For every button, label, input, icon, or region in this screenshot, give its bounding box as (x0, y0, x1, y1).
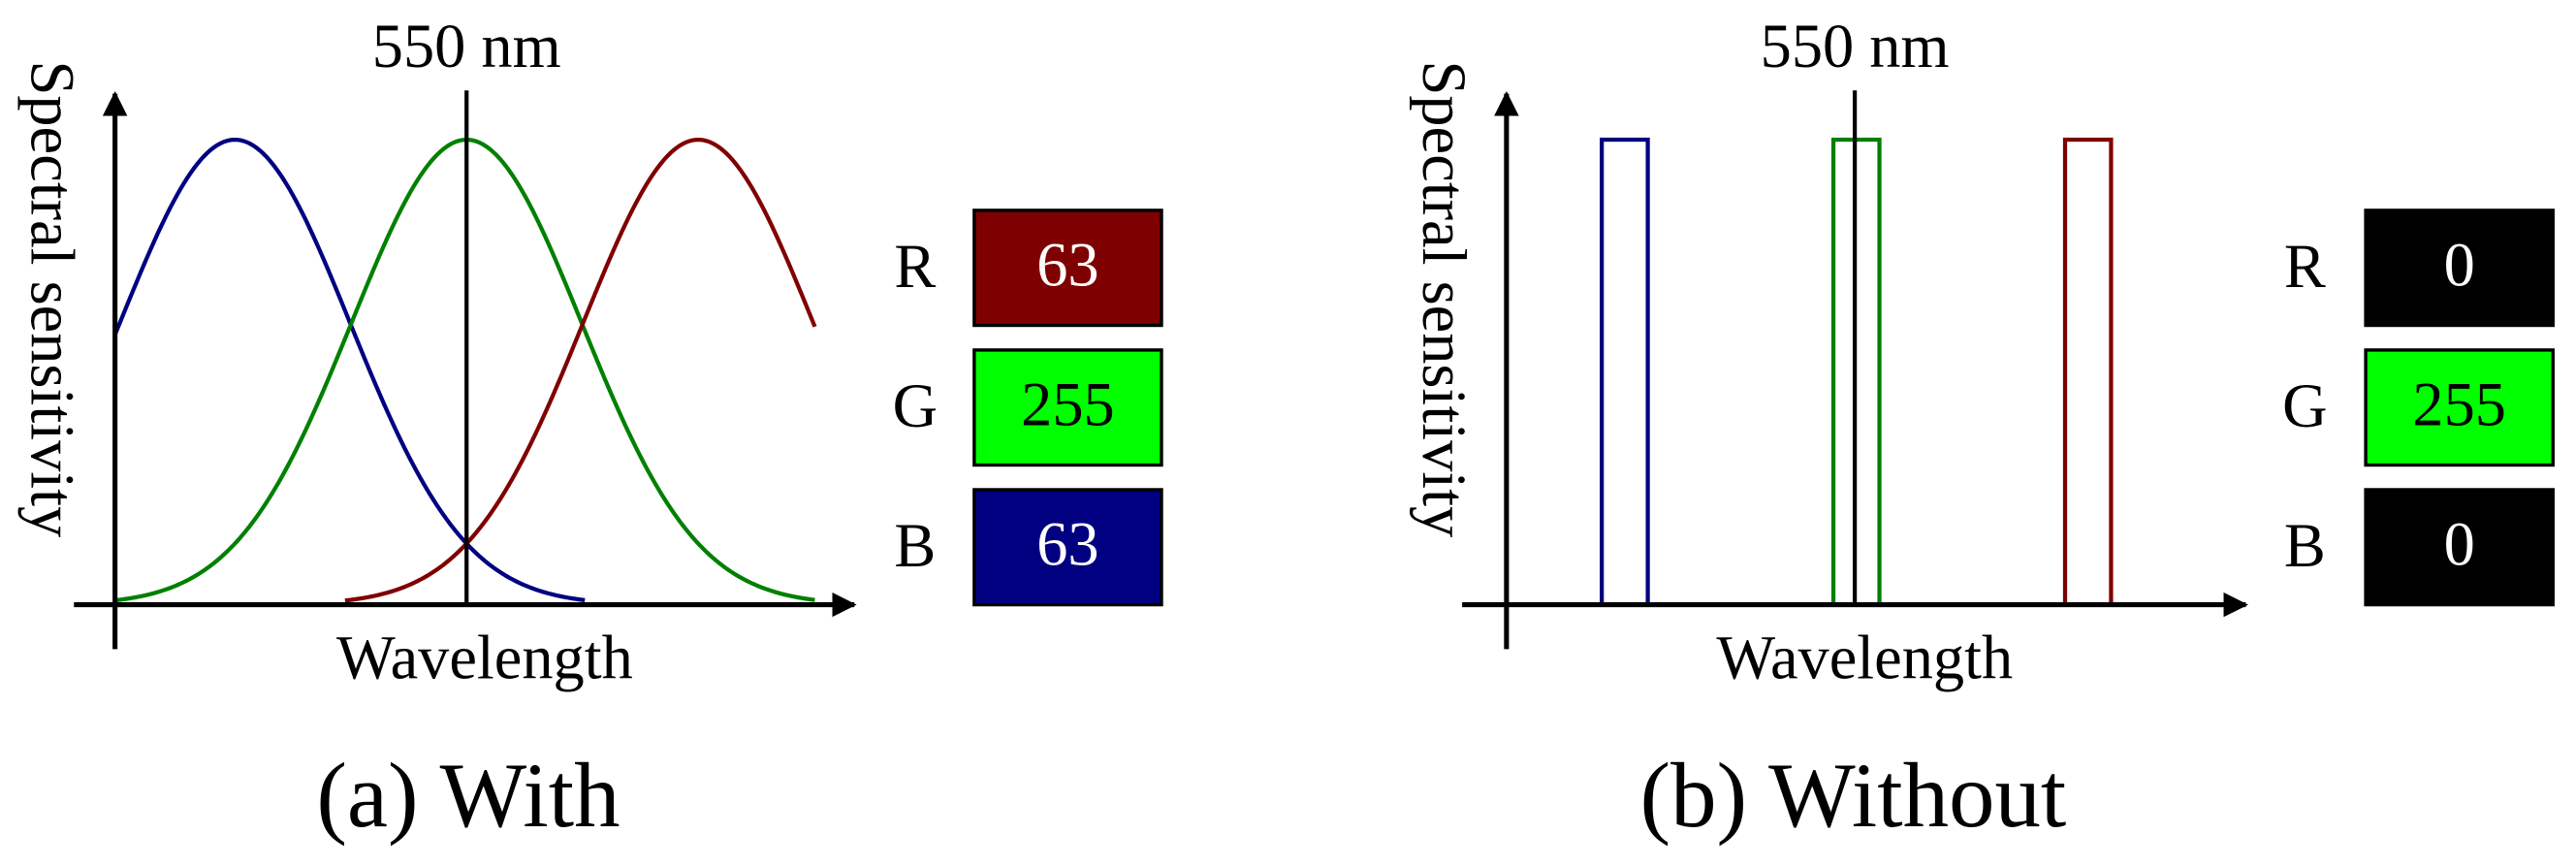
channel-value: 63 (1036, 230, 1098, 299)
channel-box (972, 208, 1163, 328)
panel-a: 550 nm Spectral sensitivity Wavelength (… (18, 12, 1163, 847)
blue-curve (112, 137, 586, 602)
red-curve (344, 137, 817, 603)
channel-box (2364, 208, 2555, 328)
channel-label: R (894, 232, 936, 301)
x-axis-label: Wavelength (336, 623, 633, 691)
channel-value: 0 (2444, 230, 2475, 299)
x-axis-label: Wavelength (1716, 623, 2013, 691)
channel-value: 63 (1036, 509, 1098, 578)
channel-value: 255 (1021, 369, 1115, 438)
marker-label: 550 nm (1761, 12, 1950, 80)
channel-box (2364, 348, 2555, 467)
marker-label: 550 nm (372, 12, 561, 80)
channel-box (2364, 488, 2555, 607)
channel-value: 255 (2412, 369, 2506, 438)
channel-value: 0 (2444, 509, 2475, 578)
channel-label: B (2284, 511, 2326, 580)
channel-label: R (2284, 232, 2326, 301)
panel-b: 550 nm Spectral sensitivity Wavelength (… (1410, 12, 2555, 847)
y-axis-label: Spectral sensitivity (18, 61, 87, 538)
caption: (b) Without (1640, 744, 2067, 847)
y-axis-label: Spectral sensitivity (1410, 61, 1479, 538)
red-band (2062, 137, 2114, 607)
caption: (a) With (316, 744, 620, 847)
channel-label: G (893, 371, 938, 440)
channel-label: B (894, 511, 936, 580)
channel-label: G (2282, 371, 2328, 440)
channel-box (972, 488, 1163, 607)
channel-box (972, 348, 1163, 467)
blue-band (1600, 137, 1650, 607)
